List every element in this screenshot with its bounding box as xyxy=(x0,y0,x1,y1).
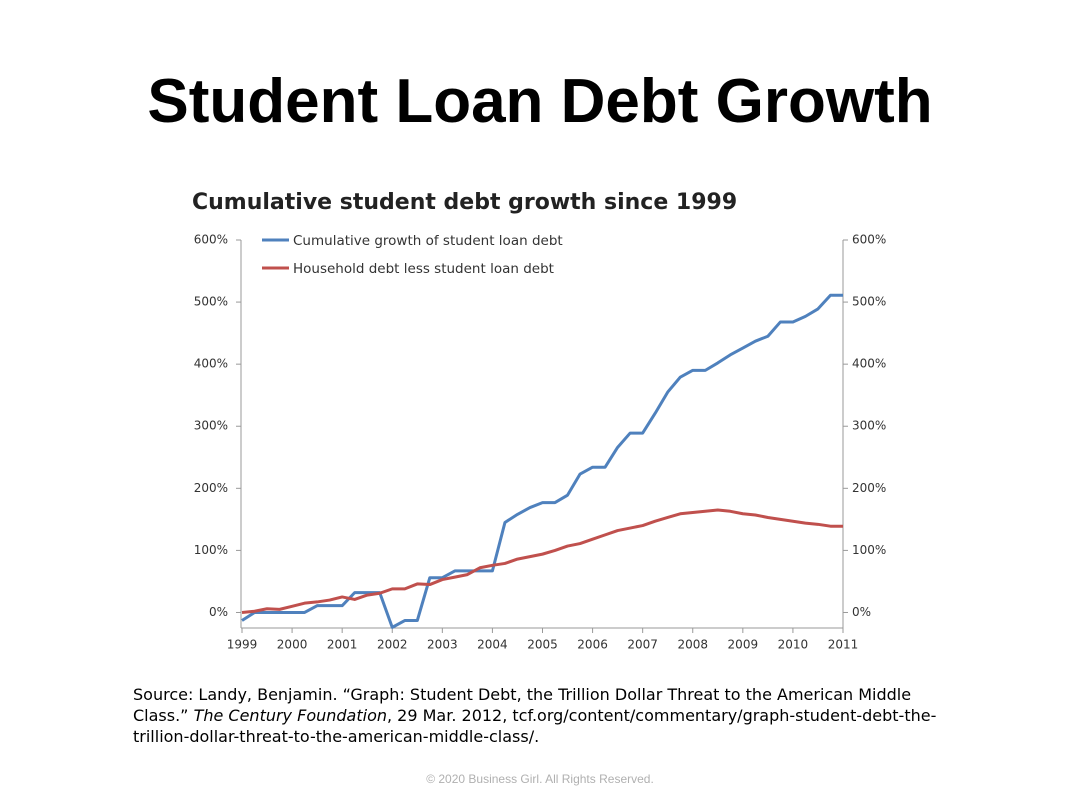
source-text: , 29 Mar. 2012, tcf.org/content/commenta… xyxy=(133,706,937,746)
y2-tick-label: 300% xyxy=(852,419,886,433)
y2-tick-label: 200% xyxy=(852,481,886,495)
source-text: Source: Landy, Benjamin. “Graph: Student… xyxy=(133,685,912,725)
y2-tick-label: 400% xyxy=(852,357,886,371)
chart: Cumulative student debt growth since 199… xyxy=(192,190,886,652)
y-tick-label: 100% xyxy=(194,543,228,557)
chart-title: Cumulative student debt growth since 199… xyxy=(192,190,737,215)
x-tick-label: 2006 xyxy=(577,638,608,652)
x-tick-label: 1999 xyxy=(227,638,258,652)
y-tick-label: 600% xyxy=(194,233,228,247)
x-tick-label: 2002 xyxy=(377,638,408,652)
y-tick-label: 300% xyxy=(194,419,228,433)
slide-title: Student Loan Debt Growth xyxy=(147,67,933,136)
footer: © 2020 Business Girl. All Rights Reserve… xyxy=(426,772,654,786)
x-tick-label: 2004 xyxy=(477,638,508,652)
x-tick-label: 2009 xyxy=(728,638,759,652)
y-tick-label: 400% xyxy=(194,357,228,371)
legend-label: Household debt less student loan debt xyxy=(293,261,554,277)
y2-tick-label: 600% xyxy=(852,233,886,247)
x-tick-label: 2008 xyxy=(677,638,708,652)
x-tick-label: 2003 xyxy=(427,638,458,652)
y2-tick-label: 100% xyxy=(852,543,886,557)
x-tick-label: 2010 xyxy=(778,638,809,652)
series-line xyxy=(241,293,843,629)
legend-label: Cumulative growth of student loan debt xyxy=(293,233,563,249)
x-tick-label: 2000 xyxy=(277,638,308,652)
x-tick-label: 2001 xyxy=(327,638,358,652)
source-publication: The Century Foundation xyxy=(193,706,387,725)
y2-tick-label: 0% xyxy=(852,605,871,619)
x-tick-label: 2005 xyxy=(527,638,558,652)
y2-tick-label: 500% xyxy=(852,295,886,309)
y-tick-label: 200% xyxy=(194,481,228,495)
y-tick-label: 500% xyxy=(194,295,228,309)
source-citation: Source: Landy, Benjamin. “Graph: Student… xyxy=(133,684,953,747)
x-tick-label: 2011 xyxy=(828,638,859,652)
series-line xyxy=(241,508,843,614)
x-tick-label: 2007 xyxy=(627,638,658,652)
y-tick-label: 0% xyxy=(209,605,228,619)
